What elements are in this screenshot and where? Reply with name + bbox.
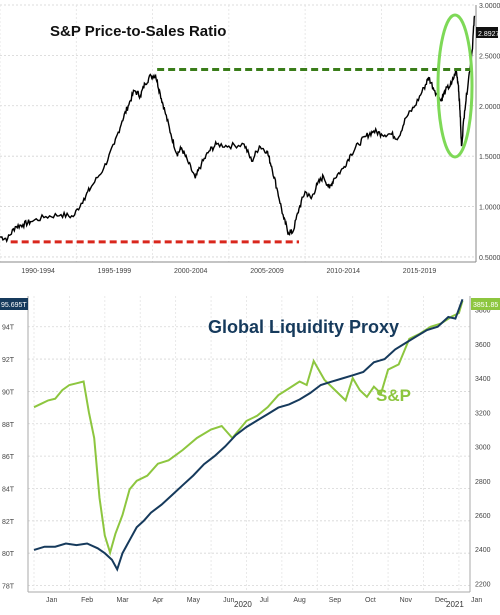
bottom-gridlines (28, 296, 470, 592)
bottom-x-tick-label: Jan (471, 597, 482, 604)
bottom-right-tick-label: 3800 (475, 308, 491, 315)
top-y-tick-label: 2.5000 (479, 53, 500, 60)
top-chart: 3.0000 2.5000 2.0000 1.5000 1.0000 0.5000 199… (0, 3, 500, 275)
recent-highlight-ellipse (436, 13, 474, 159)
bottom-x-tick-label: Dec (435, 597, 448, 604)
bottom-right-tick-label: 3000 (475, 445, 491, 452)
bottom-left-tick-labels: 94T 92T 90T 88T 86T 84T 82T 80T 78T (2, 325, 15, 591)
top-y-tick-labels: 3.0000 2.5000 2.0000 1.5000 1.0000 0.5000 (479, 3, 500, 262)
price-to-sales-line (0, 15, 476, 244)
bottom-right-tick-label: 3600 (475, 342, 491, 349)
top-last-value-label: 2.8927 (478, 31, 500, 38)
bottom-right-tick-label: 2800 (475, 479, 491, 486)
bottom-left-tick-label: 88T (2, 422, 15, 429)
bottom-chart: 94T 92T 90T 88T 86T 84T 82T 80T 78T 3800 3600 3400… (0, 296, 500, 609)
top-x-tick-label: 1995-1999 (98, 268, 132, 275)
top-y-tick-label: 1.5000 (479, 154, 500, 161)
bottom-left-tick-label: 84T (2, 486, 15, 493)
bottom-x-tick-label: Jan (46, 597, 57, 604)
top-x-tick-label: 2005-2009 (250, 268, 284, 275)
bottom-x-tick-label: Mar (116, 597, 129, 604)
bottom-right-tick-label: 3200 (475, 410, 491, 417)
bottom-left-tick-label: 82T (2, 519, 15, 526)
bottom-left-tick-label: 86T (2, 454, 15, 461)
bottom-right-tick-label: 3400 (475, 376, 491, 383)
bottom-left-tick-label: 92T (2, 357, 15, 364)
bottom-x-tick-label: Jun (223, 597, 234, 604)
top-x-tick-label: 2010-2014 (327, 268, 361, 275)
top-last-value-badge (476, 27, 498, 38)
top-x-tick-label: 2015-2019 (403, 268, 437, 275)
bottom-right-tick-label: 2200 (475, 581, 491, 588)
year-label-2021: 2021 (446, 600, 464, 609)
sp-series-line (33, 300, 464, 557)
top-y-tick-label: 2.0000 (479, 104, 500, 111)
bottom-x-tick-labels: Jan Feb Mar Apr May Jun Jul Aug Sep Oct Nov Dec Jan (46, 597, 482, 604)
bottom-x-tick-label: Sep (329, 597, 342, 604)
bottom-left-tick-label: 90T (2, 389, 15, 396)
bottom-x-tick-label: Aug (293, 597, 306, 604)
bottom-left-tick-label: 94T (2, 325, 15, 332)
sp-series-label: S&P (376, 386, 411, 405)
liquidity-series-line (33, 298, 464, 572)
sp-last-value-badge (471, 298, 500, 310)
top-y-tick-label: 3.0000 (479, 3, 500, 10)
bottom-x-tick-label: May (187, 597, 201, 604)
bottom-x-tick-label: Apr (152, 597, 164, 604)
year-label-2020: 2020 (234, 600, 252, 609)
top-x-tick-labels: 1990-1994 1995-1999 2000-2004 2005-2009 2010… (21, 268, 436, 275)
top-y-tick-label: 1.0000 (479, 205, 500, 212)
top-y-tick-label: 0.5000 (479, 255, 500, 262)
bottom-x-tick-label: Feb (81, 597, 93, 604)
top-gridlines (0, 4, 476, 262)
sp-last-value-label: 3851.85 (473, 302, 498, 309)
bottom-left-tick-label: 80T (2, 551, 15, 558)
bottom-x-tick-label: Nov (400, 597, 413, 604)
top-x-tick-label: 2000-2004 (174, 268, 208, 275)
bottom-left-tick-label: 78T (2, 584, 15, 591)
top-x-tick-label: 1990-1994 (21, 268, 55, 275)
bottom-right-tick-label: 2400 (475, 547, 491, 554)
bottom-x-tick-label: Jul (260, 597, 269, 604)
bottom-right-tick-labels: 3800 3600 3400 3200 3000 2800 2600 2400 2200 (475, 308, 491, 589)
liquidity-series-label: Global Liquidity Proxy (208, 317, 399, 337)
bottom-x-tick-label: Oct (365, 597, 376, 604)
top-chart-title: S&P Price-to-Sales Ratio (50, 23, 226, 40)
bottom-right-tick-label: 2600 (475, 513, 491, 520)
liquidity-last-value-label: 95.695T (1, 302, 27, 309)
liquidity-last-value-badge (0, 298, 28, 310)
